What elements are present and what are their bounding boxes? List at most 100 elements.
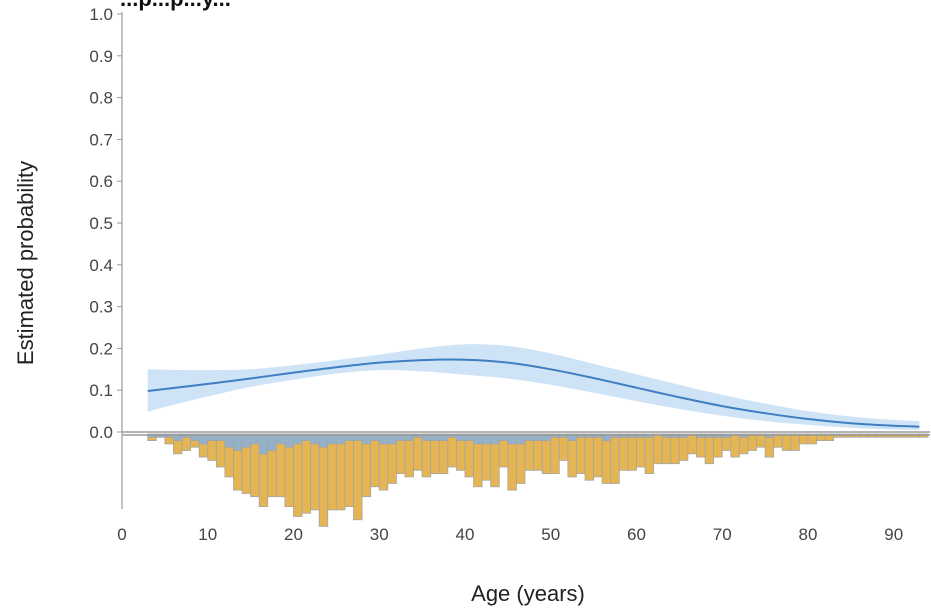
y-tick-label: 0.4 [89,256,113,275]
histogram-bar-noncase [524,440,534,471]
y-tick-label: 0.6 [89,172,113,191]
histogram-bar-noncase [207,440,217,461]
x-tick-label: 80 [798,525,817,544]
histogram-bar-noncase [430,440,440,475]
y-tick-label: 0.7 [89,130,113,149]
histogram-bar-case [258,433,269,455]
histogram-bar-case [233,433,243,451]
histogram-bar-noncase [550,436,560,474]
histogram-bar-noncase [533,440,543,471]
y-tick-label: 0.3 [89,298,113,317]
line-layer [147,358,920,428]
histogram-bar-noncase [601,440,612,484]
histogram-bar-noncase [696,436,706,458]
x-tick-label: 0 [117,525,126,544]
histogram-bar-noncase [670,436,680,465]
histogram-bar-noncase [447,436,457,468]
histogram-bar-noncase [490,443,500,488]
confidence-band [147,344,920,430]
histogram-bar-case [224,433,234,448]
histogram-bar-noncase [610,436,620,484]
histogram-bar-noncase [721,436,732,451]
histogram-bar-noncase [644,436,655,474]
y-tick-label: 0.5 [89,214,113,233]
histogram-bar-noncase [661,436,672,465]
histogram-bar-noncase [756,433,766,448]
histogram-bar-noncase [181,436,191,451]
histogram-bar-noncase [464,440,474,478]
x-tick-label: 70 [713,525,732,544]
histogram-bar-noncase [541,440,552,475]
histogram-bar-noncase [198,443,209,458]
histogram-bar-noncase [190,440,200,448]
histogram-bar-noncase [584,436,594,481]
histogram-bar-noncase [481,443,492,481]
histogram-bar-noncase [498,440,509,468]
histogram-bar-noncase [790,433,800,451]
histogram-bar-noncase [344,440,354,508]
x-tick-label: 10 [198,525,217,544]
tick-layer: 0.0 0.1 0.2 0.3 0.4 0.5 0.6 0.7 0.8 0.9 1.0 0 10 20 30… [89,5,903,544]
histogram-bar-noncase [567,440,577,478]
histogram-bar-noncase [678,436,689,461]
histogram-bar-noncase [438,440,449,475]
histogram-bar-noncase [704,436,715,465]
histogram-bar-noncase [781,433,792,451]
histogram-bar-noncase [773,433,783,448]
histogram-bar-noncase [738,436,749,455]
histogram-bar-noncase [233,450,243,491]
histogram-bar-case [241,433,252,448]
histogram-bar-noncase [636,436,646,468]
histogram-bar-noncase [293,443,303,517]
y-axis-title: Estimated probability [13,161,38,365]
x-tick-label: 50 [541,525,560,544]
histogram-bar-noncase [284,446,294,508]
histogram-bar-noncase [258,453,269,507]
histogram-bar-noncase [730,433,740,458]
histogram-bar-noncase [353,440,363,521]
histogram-bar-noncase [241,446,252,494]
histogram-bar-noncase [250,443,260,498]
x-tick-label: 60 [627,525,646,544]
histogram-bar-noncase [267,450,277,498]
probability-line [147,358,920,428]
histogram-bar-noncase [764,436,775,458]
chart-title: ...p...p...y... [120,0,231,11]
histogram-bar-noncase [576,436,586,474]
y-tick-label: 1.0 [89,5,113,24]
histogram-bar-noncase [275,443,286,498]
histogram-bar-noncase [395,440,406,475]
histogram-bar-noncase [653,433,663,465]
confidence-band-layer [147,344,920,430]
histogram-bar-noncase [473,443,483,488]
histogram-bar-noncase [147,436,157,441]
histogram-bar-case [267,433,277,451]
histogram-bar-noncase [713,436,723,458]
histogram-bar-noncase [310,443,320,511]
y-tick-label: 0.9 [89,47,113,66]
histogram-bar-noncase [558,436,569,461]
x-tick-label: 40 [456,525,475,544]
histogram-bar-noncase [507,443,517,491]
x-tick-label: 90 [884,525,903,544]
histogram-bar-noncase [455,440,466,471]
histogram-bar-case [318,433,329,448]
x-tick-label: 20 [284,525,303,544]
histogram-bar-noncase [215,440,226,468]
x-tick-label: 30 [370,525,389,544]
x-axis-title: Age (years) [471,581,585,606]
histogram-bar-noncase [516,443,526,484]
histogram-bar-noncase [301,440,312,514]
histogram-bar-noncase [747,433,757,451]
axes-layer [121,12,930,509]
y-tick-label: 0.2 [89,339,113,358]
histogram-bar-noncase [164,436,174,445]
histogram-bar-noncase [370,440,380,488]
y-tick-label: 0.0 [89,423,113,442]
histogram-bar-noncase [173,440,183,455]
histogram-bar-noncase [593,436,603,478]
histogram-bar-noncase [413,436,423,471]
histogram-bar-noncase [627,436,637,471]
